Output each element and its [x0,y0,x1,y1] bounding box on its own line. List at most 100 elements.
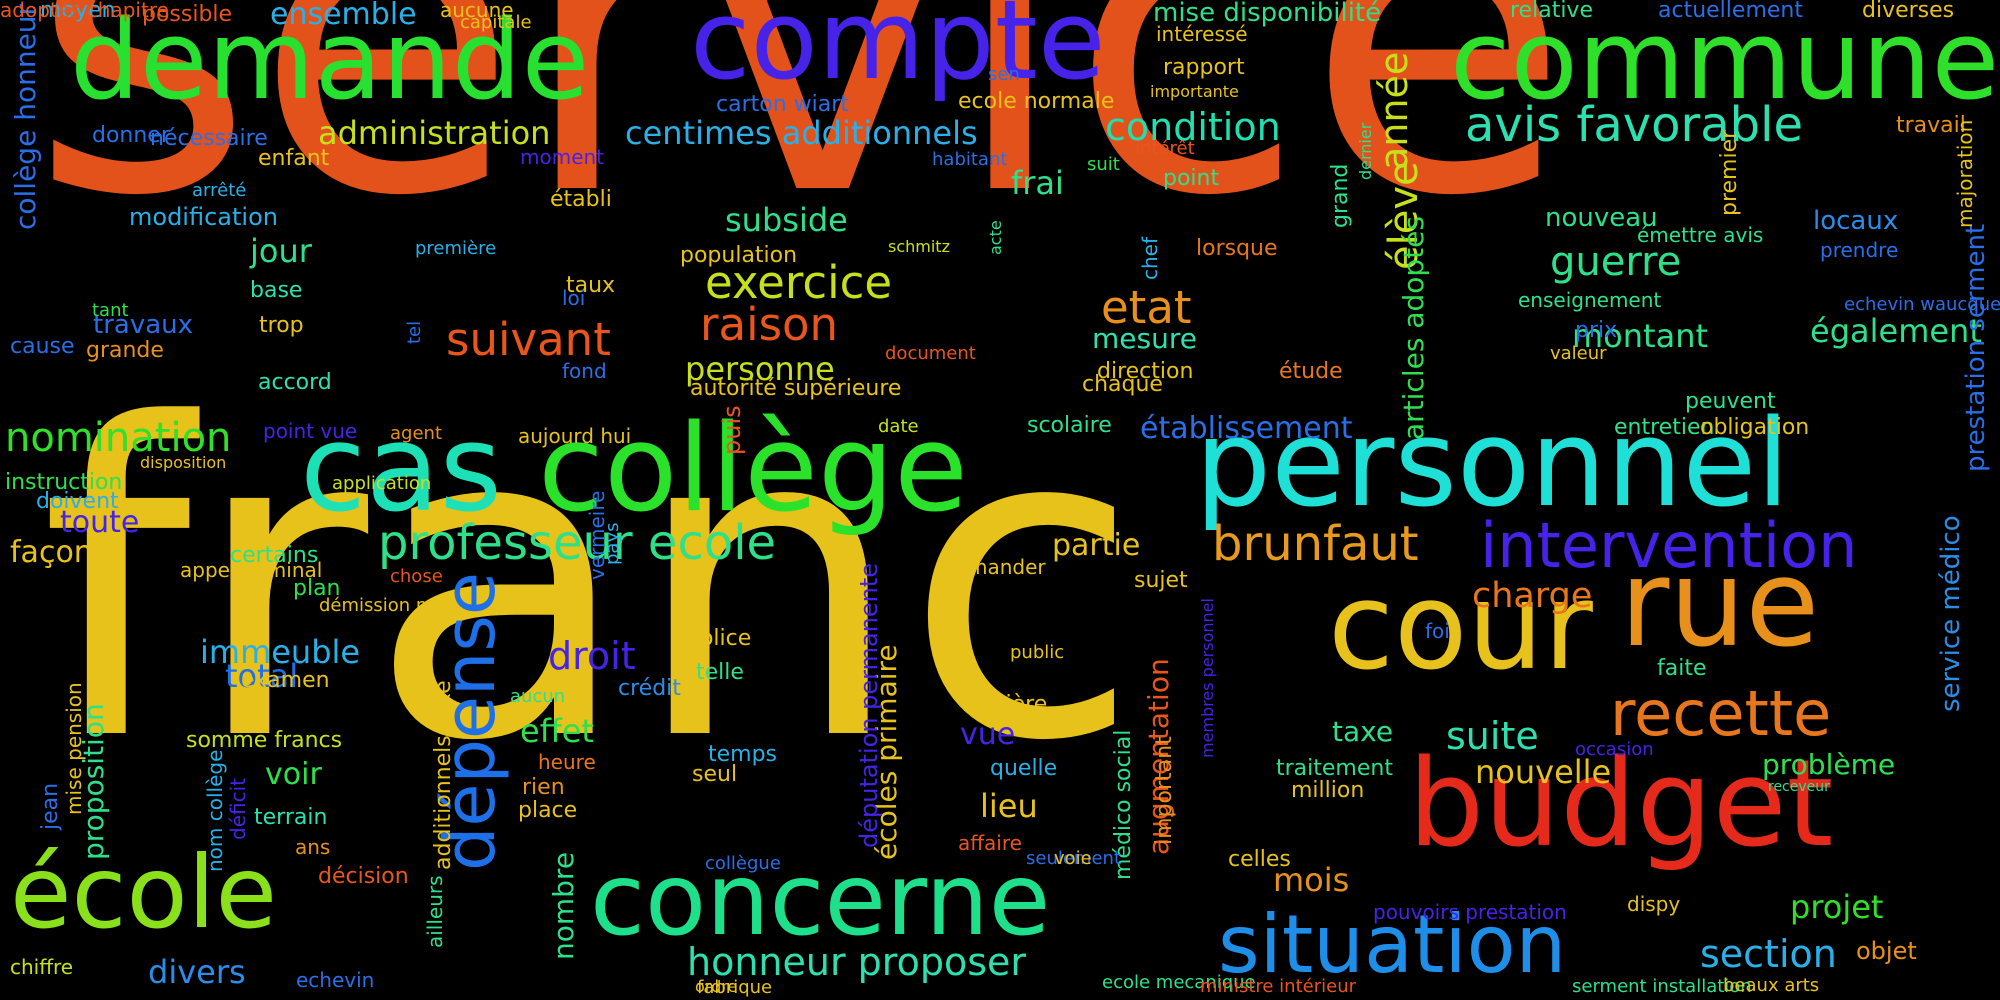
word-27: etat [1101,281,1192,334]
word-174: démission mise [319,595,459,616]
word-41: problème [1762,748,1896,781]
word-67: nombre [547,851,580,960]
word-146: travail [1896,113,1966,138]
word-188: voie [1054,848,1092,869]
word-2: compte [690,0,1106,104]
word-84: place [518,798,578,823]
word-139: sen [988,64,1020,85]
word-195: pouvoirs prestation [1373,900,1567,924]
word-32: articles adoptés [1397,216,1430,440]
word-166: echevin waucquez [1844,294,2000,315]
word-143: relative [1510,0,1593,23]
word-63: nouveau [1545,203,1658,233]
word-171: application [332,473,432,494]
word-118: appel nominal [180,558,323,582]
word-129: doivent [36,489,119,514]
word-25: raison [700,298,839,351]
word-168: document [885,343,976,364]
word-73: additionnels taxe [431,680,456,870]
word-28: guerre [1550,239,1682,285]
word-10: budget [1408,735,1834,874]
word-115: loi [562,286,586,310]
word-103: entretien [1614,415,1715,440]
word-3: demande [70,0,590,124]
word-59: également [1810,312,1982,350]
word-196: occasion [1575,739,1654,760]
word-192: ministre intérieur [1200,976,1357,997]
word-106: direction [1097,359,1194,384]
word-179: jean [38,782,63,830]
word-81: décision [318,864,409,889]
word-64: locaux [1813,206,1899,236]
word-193: serment installation [1572,976,1752,997]
word-185: echevin [296,968,375,992]
word-70: collège honneur [9,3,42,230]
word-100: important [1152,736,1177,845]
word-163: prendre [1820,238,1899,262]
word-16: recette [1610,677,1832,750]
word-54: frai [1011,164,1064,202]
word-162: premier [1717,129,1742,216]
word-119: plan [293,576,341,601]
word-152: lorsque [1196,236,1278,261]
word-90: matière [962,692,1048,717]
word-173: chose [390,566,443,587]
word-98: faite [1657,656,1707,681]
word-123: base [250,278,303,303]
word-121: accord [258,370,332,395]
word-157: tel [404,320,425,344]
word-148: habitant [932,149,1008,170]
word-51: subside [725,201,848,239]
word-190: fabrique [697,977,773,998]
word-48: lieu [980,787,1038,825]
word-153: arrêté [192,180,247,201]
word-46: mois [1273,861,1350,899]
word-85: crédit [618,676,681,701]
word-34: droit [548,634,636,678]
word-94: sujet [1134,568,1188,593]
word-97: million [1291,778,1365,803]
word-52: mesure [1092,322,1197,355]
word-53: jour [250,232,312,270]
word-44: honneur proposer [687,940,1026,984]
word-101: dispy [1627,892,1681,916]
word-186: collègue [705,853,781,874]
word-42: section [1700,932,1837,976]
word-31: année [1372,51,1416,170]
word-107: étude [1279,359,1343,384]
word-23: nomination [5,415,232,461]
word-61: ensemble [270,0,417,32]
word-24: exercice [705,256,893,309]
word-78: somme francs [186,728,343,753]
word-142: importante [1150,82,1239,101]
word-11: école [10,834,277,951]
word-37: total [225,657,299,695]
word-18: professeur ecole [378,515,777,571]
word-122: point vue [263,419,358,443]
word-19: avis favorable [1465,97,1803,153]
word-184: chiffre [10,955,74,979]
word-138: ecole normale [958,89,1115,114]
word-8: cour [1328,558,1593,697]
word-170: disposition [140,453,227,472]
word-26: suivant [446,313,611,366]
word-117: aujourd hui [518,424,632,448]
word-40: nouvelle [1475,753,1612,791]
word-91: quelle [990,756,1058,781]
word-7: personnel [1195,395,1790,534]
word-104: obligation [1700,415,1810,440]
word-154: première [415,238,497,259]
word-191: ordre [695,977,738,996]
word-96: traitement [1276,756,1393,781]
word-62: mise disponibilité [1153,0,1382,28]
word-5: cas [300,400,503,539]
word-80: ans [295,835,331,859]
word-21: centimes additionnels [625,114,978,152]
word-76: date [878,416,919,437]
word-13: situation [1218,898,1567,991]
word-95: celles [1228,847,1291,872]
word-105: peuvent [1685,389,1776,414]
word-135: aucune [440,0,514,22]
word-177: public [1010,642,1065,663]
word-55: partie [1052,528,1141,563]
